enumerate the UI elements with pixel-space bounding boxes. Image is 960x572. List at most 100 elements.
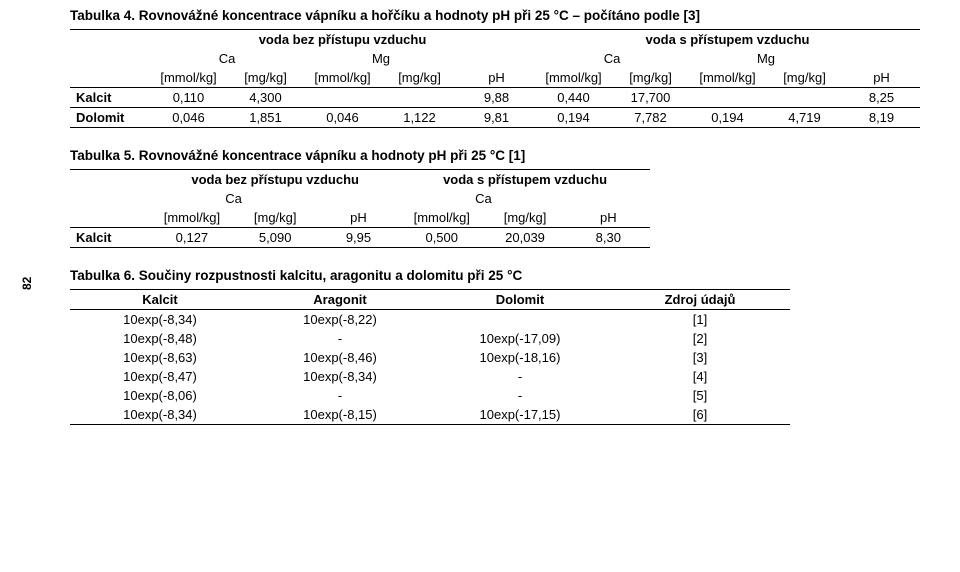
cell: [6]: [610, 405, 790, 425]
cell: 10exp(-17,15): [430, 405, 610, 425]
t4-unit: pH: [458, 68, 535, 88]
t6-h2: Aragonit: [250, 290, 430, 310]
cell: 8,30: [567, 228, 650, 248]
table4-title: Tabulka 4. Rovnovážné koncentrace vápník…: [70, 8, 918, 23]
cell: 0,500: [400, 228, 483, 248]
cell: 0,194: [689, 108, 766, 128]
row-label: Dolomit: [70, 108, 150, 128]
cell: 0,194: [535, 108, 612, 128]
t4-sub-mg-1: Mg: [304, 49, 458, 68]
t4-unit: [mmol/kg]: [535, 68, 612, 88]
t5-unit: [mmol/kg]: [150, 208, 233, 228]
t4-sub-mg-2: Mg: [689, 49, 843, 68]
table-row: 10exp(-8,34)10exp(-8,15)10exp(-17,15)[6]: [70, 405, 790, 425]
t4-unit: [mmol/kg]: [150, 68, 227, 88]
cell: 10exp(-8,15): [250, 405, 430, 425]
t4-group-air: voda s přístupem vzduchu: [535, 30, 920, 50]
cell: 10exp(-18,16): [430, 348, 610, 367]
t6-h3: Dolomit: [430, 290, 610, 310]
t4-unit: [mg/kg]: [227, 68, 304, 88]
t5-unit: [mmol/kg]: [400, 208, 483, 228]
t4-unit: [mmol/kg]: [689, 68, 766, 88]
t5-unit: pH: [567, 208, 650, 228]
cell: -: [430, 367, 610, 386]
t4-group-no-air: voda bez přístupu vzduchu: [150, 30, 535, 50]
cell: 10exp(-8,34): [250, 367, 430, 386]
t4-unit: [mg/kg]: [612, 68, 689, 88]
table-row: 10exp(-8,06)--[5]: [70, 386, 790, 405]
cell: 4,719: [766, 108, 843, 128]
cell: 20,039: [483, 228, 566, 248]
t5-unit: [mg/kg]: [483, 208, 566, 228]
t5-sub-ca-1: Ca: [150, 189, 317, 208]
cell: 10exp(-8,34): [70, 310, 250, 330]
cell: [766, 88, 843, 108]
cell: 10exp(-8,48): [70, 329, 250, 348]
t5-group-no-air: voda bez přístupu vzduchu: [150, 170, 400, 190]
t5-sub-ca-2: Ca: [400, 189, 567, 208]
cell: [1]: [610, 310, 790, 330]
document-page: 82 Tabulka 4. Rovnovážné koncentrace váp…: [0, 0, 960, 572]
cell: 0,110: [150, 88, 227, 108]
cell: 0,046: [150, 108, 227, 128]
t5-unit: [mg/kg]: [234, 208, 317, 228]
table5: voda bez přístupu vzduchu voda s přístup…: [70, 169, 650, 248]
cell: 17,700: [612, 88, 689, 108]
t5-unit: pH: [317, 208, 400, 228]
cell: 0,046: [304, 108, 381, 128]
table5-title: Tabulka 5. Rovnovážné koncentrace vápník…: [70, 148, 918, 163]
page-number: 82: [20, 277, 34, 290]
cell: 1,851: [227, 108, 304, 128]
cell: [2]: [610, 329, 790, 348]
cell: 10exp(-8,47): [70, 367, 250, 386]
t6-h1: Kalcit: [70, 290, 250, 310]
cell: -: [430, 386, 610, 405]
cell: [689, 88, 766, 108]
t5-group-air: voda s přístupem vzduchu: [400, 170, 650, 190]
cell: 10exp(-8,63): [70, 348, 250, 367]
cell: 10exp(-8,06): [70, 386, 250, 405]
table6: Kalcit Aragonit Dolomit Zdroj údajů 10ex…: [70, 289, 790, 425]
cell: -: [250, 386, 430, 405]
cell: 9,88: [458, 88, 535, 108]
cell: 10exp(-8,34): [70, 405, 250, 425]
row-label: Kalcit: [70, 228, 150, 248]
table-row: 10exp(-8,48)-10exp(-17,09)[2]: [70, 329, 790, 348]
t6-h4: Zdroj údajů: [610, 290, 790, 310]
cell: 4,300: [227, 88, 304, 108]
t4-unit: [mg/kg]: [381, 68, 458, 88]
cell: 7,782: [612, 108, 689, 128]
cell: 9,95: [317, 228, 400, 248]
cell: 8,25: [843, 88, 920, 108]
cell: 5,090: [234, 228, 317, 248]
table-row: 10exp(-8,47)10exp(-8,34)-[4]: [70, 367, 790, 386]
cell: 0,127: [150, 228, 233, 248]
table-row: Dolomit 0,046 1,851 0,046 1,122 9,81 0,1…: [70, 108, 920, 128]
t4-sub-ca-2: Ca: [535, 49, 689, 68]
t4-sub-ca-1: Ca: [150, 49, 304, 68]
table4: voda bez přístupu vzduchu voda s přístup…: [70, 29, 920, 128]
table-row: Kalcit 0,127 5,090 9,95 0,500 20,039 8,3…: [70, 228, 650, 248]
table-row: 10exp(-8,63)10exp(-8,46)10exp(-18,16)[3]: [70, 348, 790, 367]
t4-unit: [mg/kg]: [766, 68, 843, 88]
cell: 1,122: [381, 108, 458, 128]
cell: 9,81: [458, 108, 535, 128]
cell: 10exp(-8,22): [250, 310, 430, 330]
table-row: Kalcit 0,110 4,300 9,88 0,440 17,700 8,2…: [70, 88, 920, 108]
table6-title: Tabulka 6. Součiny rozpustnosti kalcitu,…: [70, 268, 918, 283]
cell: 10exp(-8,46): [250, 348, 430, 367]
cell: [3]: [610, 348, 790, 367]
cell: [381, 88, 458, 108]
cell: [304, 88, 381, 108]
cell: [4]: [610, 367, 790, 386]
t4-unit: pH: [843, 68, 920, 88]
table-row: 10exp(-8,34)10exp(-8,22) [1]: [70, 310, 790, 330]
cell: 10exp(-17,09): [430, 329, 610, 348]
cell: 8,19: [843, 108, 920, 128]
cell: [430, 310, 610, 330]
cell: -: [250, 329, 430, 348]
row-label: Kalcit: [70, 88, 150, 108]
t4-unit: [mmol/kg]: [304, 68, 381, 88]
cell: [5]: [610, 386, 790, 405]
cell: 0,440: [535, 88, 612, 108]
